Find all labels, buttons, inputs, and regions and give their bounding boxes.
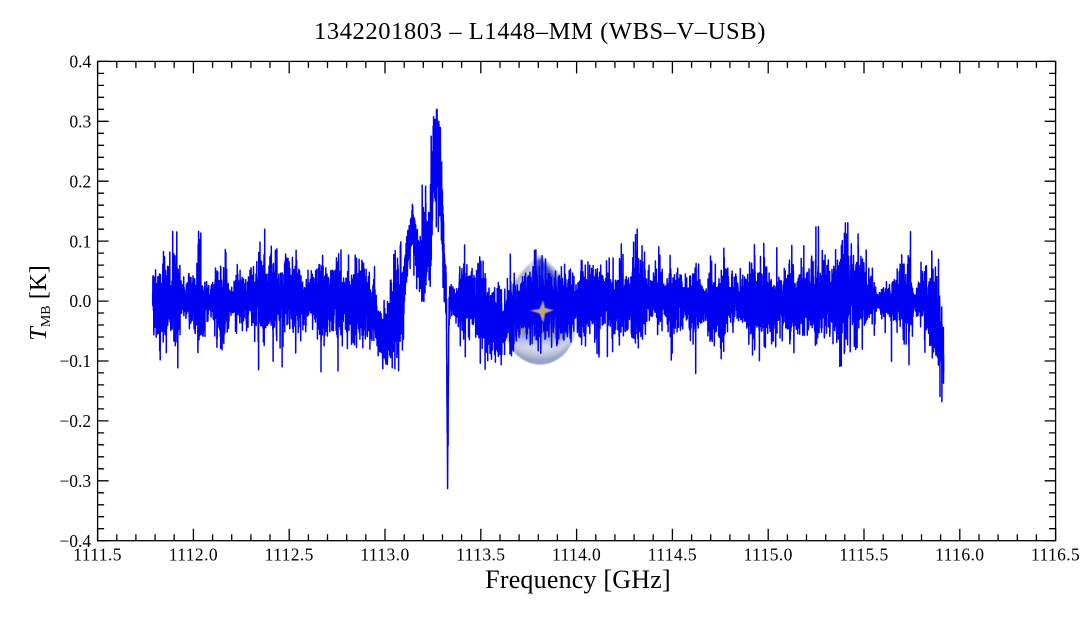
svg-text:1114.5: 1114.5: [648, 545, 697, 565]
svg-text:0.1: 0.1: [69, 231, 91, 251]
svg-text:0.3: 0.3: [69, 112, 91, 132]
svg-text:1111.5: 1111.5: [73, 545, 122, 565]
svg-text:0.0: 0.0: [69, 291, 91, 311]
svg-text:−0.2: −0.2: [59, 411, 91, 431]
svg-text:1115.0: 1115.0: [744, 545, 793, 565]
svg-text:1116.0: 1116.0: [935, 545, 984, 565]
svg-text:1112.0: 1112.0: [169, 545, 218, 565]
svg-text:1114.0: 1114.0: [552, 545, 601, 565]
svg-text:−0.1: −0.1: [59, 351, 91, 371]
svg-text:0.4: 0.4: [69, 52, 91, 72]
svg-text:1116.5: 1116.5: [1031, 545, 1080, 565]
svg-text:0.2: 0.2: [69, 171, 91, 191]
svg-text:1342201803 – L1448–MM (WBS–V–U: 1342201803 – L1448–MM (WBS–V–USB): [314, 18, 766, 45]
svg-text:TMB [K]: TMB [K]: [25, 265, 54, 341]
svg-text:−0.3: −0.3: [59, 471, 91, 491]
svg-text:Frequency [GHz]: Frequency [GHz]: [485, 565, 671, 594]
svg-text:−0.4: −0.4: [59, 531, 91, 551]
svg-text:1113.5: 1113.5: [456, 545, 505, 565]
svg-text:1115.5: 1115.5: [839, 545, 888, 565]
svg-text:1113.0: 1113.0: [360, 545, 409, 565]
svg-text:1112.5: 1112.5: [265, 545, 314, 565]
